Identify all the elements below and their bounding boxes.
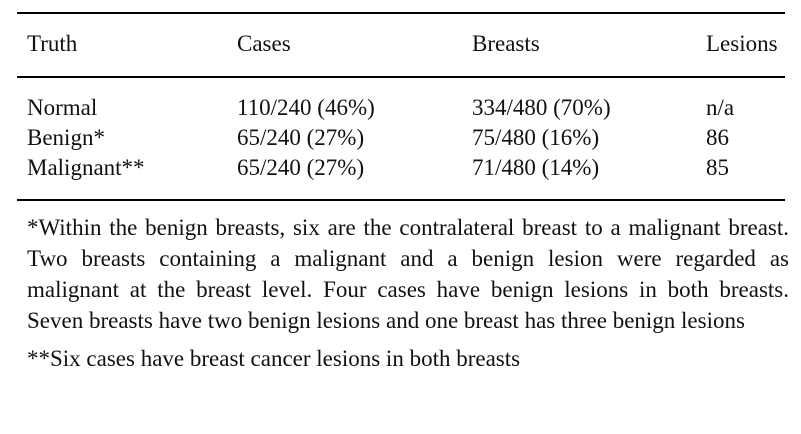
cell-breasts: 334/480 (70%) — [472, 95, 611, 120]
cell-truth: Benign* — [27, 125, 105, 150]
cell-truth: Malignant** — [27, 155, 145, 180]
cell-lesions: 85 — [706, 155, 729, 180]
cell-breasts: 75/480 (16%) — [472, 125, 600, 150]
table-footnotes: *Within the benign breasts, six are the … — [27, 212, 789, 374]
cell-lesions: n/a — [706, 95, 735, 120]
cell-cases: 65/240 (27%) — [237, 125, 365, 150]
table-header-rule — [17, 76, 785, 78]
cell-lesions: 86 — [706, 125, 729, 150]
header-breasts: Breasts — [472, 31, 540, 56]
header-lesions: Lesions — [706, 31, 778, 56]
table-top-rule — [17, 12, 785, 14]
header-truth: Truth — [27, 31, 78, 56]
cell-cases: 65/240 (27%) — [237, 155, 365, 180]
footnote-benign: *Within the benign breasts, six are the … — [27, 215, 789, 333]
table-bottom-rule — [17, 199, 785, 201]
cell-breasts: 71/480 (14%) — [472, 155, 600, 180]
footnote-malignant: **Six cases have breast cancer lesions i… — [27, 346, 521, 371]
header-cases: Cases — [237, 31, 291, 56]
cell-truth: Normal — [27, 95, 98, 120]
cell-cases: 110/240 (46%) — [237, 95, 375, 120]
